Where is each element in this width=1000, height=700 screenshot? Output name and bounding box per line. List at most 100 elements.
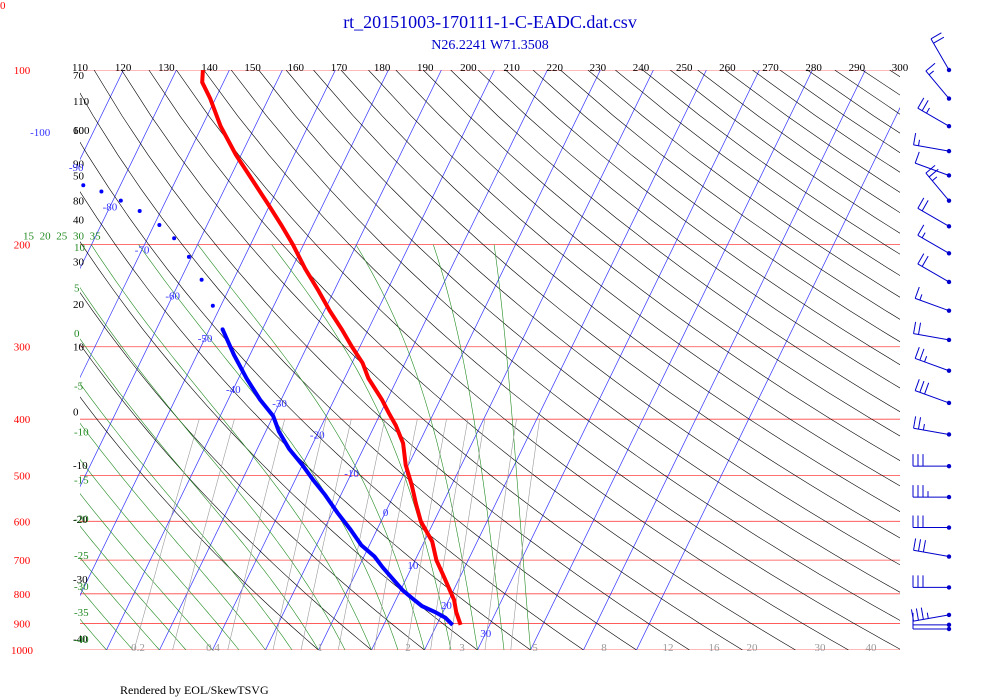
- sounding-traces: [69, 9, 463, 627]
- dry-adiabat-line: [423, 70, 900, 437]
- isotherm-line: [106, 70, 389, 650]
- wind-barb-flag: [919, 348, 925, 361]
- top-scale-label: 110: [72, 62, 89, 74]
- dry-adiabat-line: [121, 70, 743, 650]
- wind-barb-flag: [921, 100, 929, 111]
- dewpoint-point: [199, 277, 204, 282]
- wind-barb-flag: [924, 382, 930, 395]
- dry-adiabat-label: 35: [90, 231, 102, 243]
- wind-barb-staff: [915, 162, 950, 176]
- wind-barb-staff: [925, 172, 950, 202]
- mixing-ratio-label: 30: [815, 642, 827, 654]
- isotherm-label: -50: [198, 333, 213, 345]
- dry-adiabat-line: [587, 70, 900, 298]
- dry-adiabat-line: [807, 70, 900, 134]
- dry-adiabat-line: [80, 191, 531, 650]
- isobar-label: 600: [14, 516, 31, 528]
- chart-subtitle: N26.2241 W71.3508: [431, 38, 549, 53]
- wind-barb-staff: [915, 357, 950, 372]
- mixing-ratio-line: [484, 419, 517, 650]
- dry-adiabat-line: [230, 70, 900, 621]
- corner-mark: 0: [0, 0, 6, 12]
- mixing-ratio-line: [172, 419, 235, 650]
- wind-barb-flag: [921, 200, 929, 212]
- isotherm-label: -90: [69, 162, 84, 174]
- height-label: 10: [73, 342, 85, 354]
- wind-barb-flag: [925, 62, 936, 72]
- dry-adiabat-line: [80, 343, 372, 650]
- moist-adiabat-label: -40: [74, 634, 89, 646]
- wind-barb-flag: [930, 32, 942, 40]
- wind-barb-half: [926, 612, 929, 619]
- moist-adiabat-line: [355, 244, 478, 650]
- isotherm-label: 10: [407, 560, 419, 572]
- dewpoint-point: [69, 177, 73, 181]
- mixing-ratio-line: [133, 419, 200, 650]
- height-label: -30: [73, 574, 88, 586]
- dry-adiabat-line: [945, 70, 1000, 650]
- dry-adiabat-label: 20: [40, 231, 52, 243]
- mixing-ratio-line: [337, 419, 386, 650]
- wind-barb-flag: [913, 538, 917, 551]
- isotherm-label: -10: [344, 468, 359, 480]
- height-label: 60: [73, 125, 85, 137]
- isotherm-label: 30: [480, 628, 492, 640]
- mixing-ratio-label: 20: [747, 642, 759, 654]
- dry-adiabat-line: [313, 70, 900, 539]
- dewpoint-trace: [220, 328, 455, 627]
- top-scale-label: 170: [331, 62, 348, 74]
- dewpoint-point: [186, 254, 191, 259]
- top-scale-label: 260: [719, 62, 736, 74]
- dry-adiabat-line: [724, 70, 900, 193]
- wind-barb-staff: [913, 333, 950, 341]
- wind-barb-staff: [925, 70, 950, 99]
- dry-adiabat-line: [477, 70, 900, 389]
- mixing-ratio-label: 3: [459, 642, 465, 654]
- mixing-ratio-label: 0.2: [131, 642, 145, 654]
- wind-barb-half: [924, 356, 928, 363]
- dry-adiabat-line: [889, 70, 900, 78]
- isotherm-label: -100: [30, 127, 51, 139]
- dry-adiabat-line: [203, 70, 900, 650]
- isotherm-label: -30: [272, 398, 287, 410]
- dry-adiabat-line: [368, 70, 900, 487]
- wind-barb-flag: [925, 165, 936, 174]
- dry-adiabat-line: [285, 70, 900, 566]
- isotherm-line: [80, 70, 230, 379]
- wind-barb-flag: [913, 132, 917, 145]
- moist-adiabat-label: 0: [74, 328, 80, 340]
- top-scale-label: 190: [417, 62, 434, 74]
- temperature-point: [299, 9, 303, 13]
- mixing-ratio-label: 1: [317, 642, 323, 654]
- wind-barb-half: [919, 294, 923, 301]
- height-label: 110: [73, 96, 90, 108]
- top-scale-label: 220: [546, 62, 563, 74]
- dewpoint-point: [172, 236, 177, 241]
- isotherm-label: 20: [441, 600, 453, 612]
- top-scale-label: 290: [849, 62, 866, 74]
- dry-adiabat-line: [642, 70, 900, 255]
- wind-barb-half: [917, 139, 921, 146]
- wind-barb-staff: [917, 234, 950, 254]
- mixing-ratio-label: 2: [405, 642, 411, 654]
- height-label: -40: [73, 633, 88, 645]
- dry-adiabat-line: [450, 70, 900, 413]
- mixing-ratio-line: [430, 419, 469, 650]
- top-scale-label: 140: [201, 62, 218, 74]
- height-label: 30: [73, 257, 85, 269]
- chart-title: rt_20151003-170111-1-C-EADC.dat.csv: [343, 12, 637, 32]
- moist-adiabat-label: 10: [74, 242, 86, 254]
- wind-barb-flag: [915, 608, 919, 621]
- wind-barb-flag: [920, 607, 924, 620]
- moist-adiabat-line: [80, 338, 319, 650]
- isobar-label: 900: [14, 618, 31, 630]
- mixing-ratio-line: [272, 419, 327, 650]
- isobar-label: 700: [14, 555, 31, 567]
- dry-adiabat-line: [80, 396, 319, 650]
- top-scale-label: 210: [503, 62, 520, 74]
- dry-adiabat-line: [560, 70, 900, 320]
- isotherm-label: -70: [135, 245, 150, 257]
- isotherm-line: [159, 70, 442, 650]
- dry-adiabat-label: 25: [56, 231, 68, 243]
